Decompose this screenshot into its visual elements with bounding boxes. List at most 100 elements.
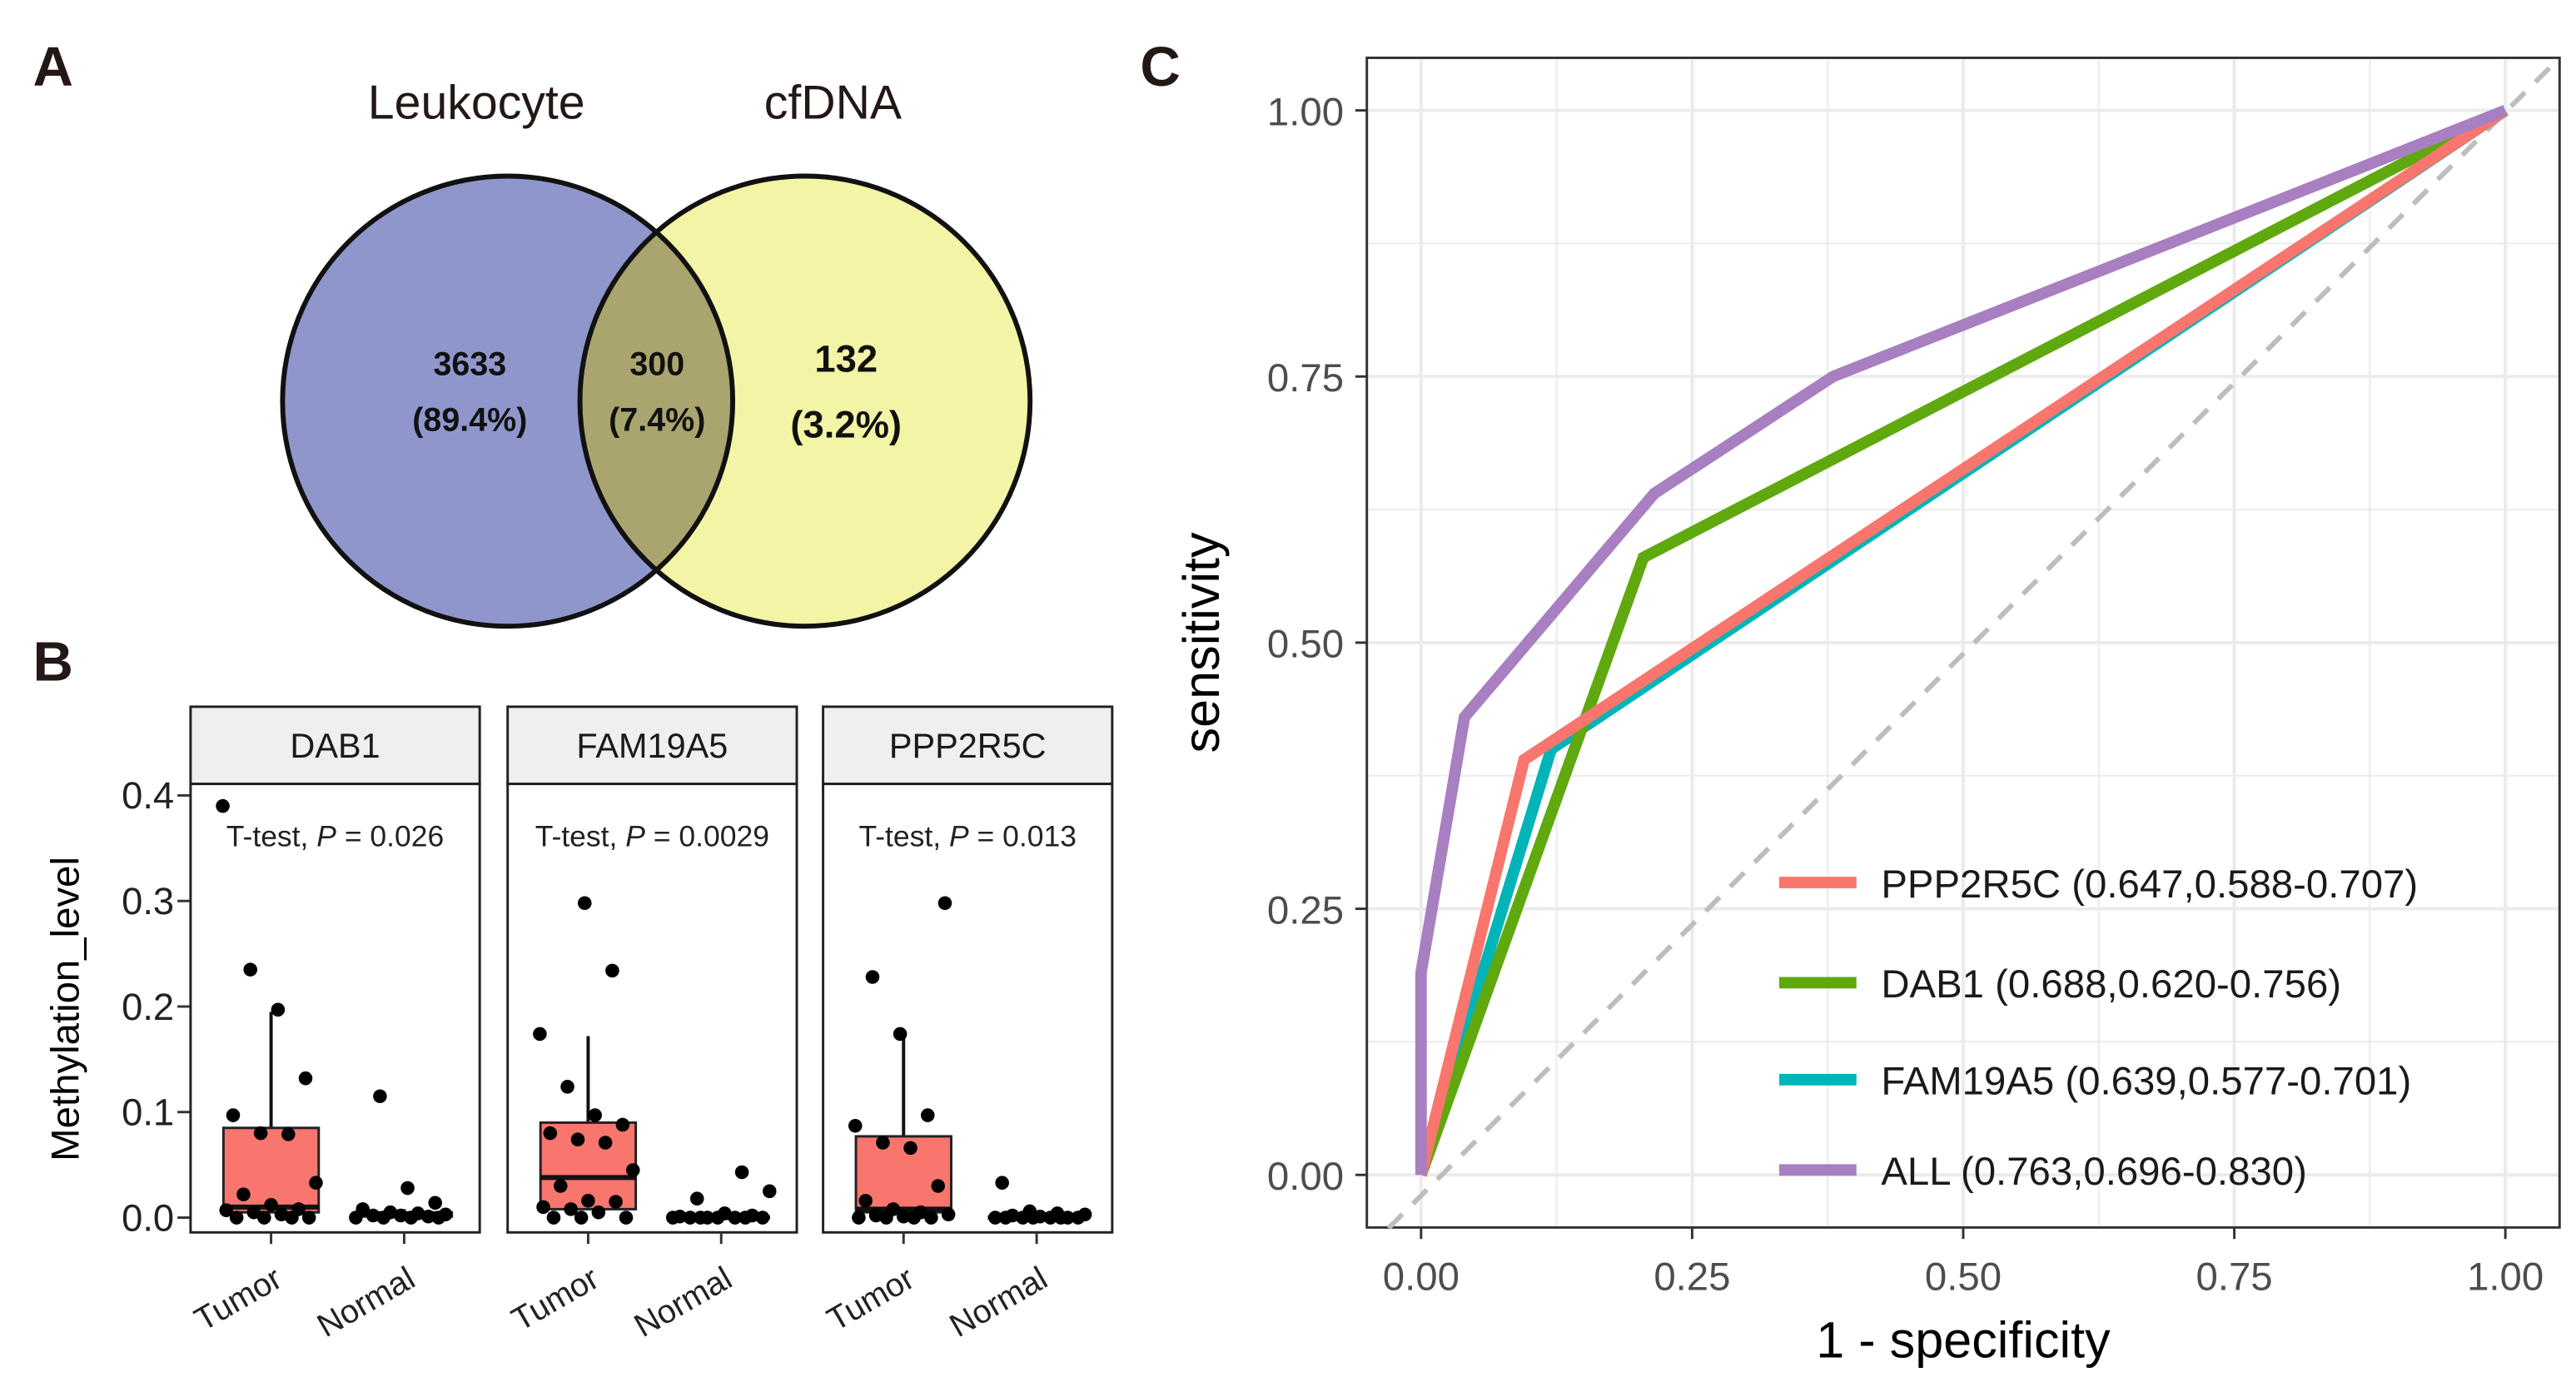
data-point <box>553 1179 568 1193</box>
roc-panel: 0.00 0.25 0.50 0.75 1.00 0.00 0.25 0.50 0.75 1.00… <box>1267 56 2561 1299</box>
data-point <box>868 1208 883 1223</box>
x-tick-label: Tumor <box>188 1260 287 1338</box>
venn-title-cfdna: cfDNA <box>764 76 903 129</box>
data-point <box>1043 1211 1057 1225</box>
data-point <box>570 1132 585 1147</box>
data-point <box>564 1202 578 1216</box>
box <box>539 1121 638 1211</box>
y-tick-label: 0.1 <box>122 1091 174 1134</box>
data-point <box>896 1209 911 1224</box>
roc-curve-dab1 <box>1415 105 2509 1177</box>
facet-title: PPP2R5C <box>889 726 1047 765</box>
data-point <box>893 1027 908 1042</box>
data-point <box>609 1195 623 1209</box>
data-point <box>577 896 592 911</box>
data-point <box>937 896 952 911</box>
p-value-annotation: T-test, P = 0.026 <box>226 820 444 853</box>
data-point <box>309 1176 323 1190</box>
data-point <box>236 1187 251 1201</box>
p-symbol: P <box>949 820 969 853</box>
x-tick-label: 0.25 <box>1654 1255 1730 1299</box>
facet-strip <box>189 705 481 786</box>
venn-diagram: Leukocyte cfDNA 3633 (89.4%) 300 (7.4%) … <box>280 76 1033 629</box>
y-tick-label: 0.0 <box>122 1196 174 1239</box>
x-tick-label: 0.50 <box>1925 1255 2002 1299</box>
data-point <box>1026 1211 1041 1225</box>
roc-curve-all <box>1415 105 2508 1176</box>
panel-label-c: C <box>1140 36 1180 98</box>
data-point <box>734 1165 749 1180</box>
data-point <box>243 962 258 977</box>
data-point <box>1053 1211 1068 1225</box>
data-point <box>988 1211 1002 1225</box>
data-point <box>998 1211 1013 1225</box>
facet-title: FAM19A5 <box>576 726 728 765</box>
data-point <box>924 1211 938 1225</box>
y-tick-label: 1.00 <box>1267 90 1344 134</box>
data-point <box>373 1089 387 1104</box>
data-point <box>533 1027 547 1042</box>
venn-outline-right <box>577 173 1033 629</box>
data-point <box>689 1191 704 1206</box>
roc-curve-ppp2r5c <box>1415 105 2509 1176</box>
p-value-annotation: T-test, P = 0.0029 <box>535 820 769 853</box>
facet-strip <box>822 705 1114 786</box>
data-point <box>366 1208 380 1223</box>
data-point <box>865 970 880 984</box>
data-point <box>253 1126 268 1141</box>
data-point <box>246 1205 261 1220</box>
x-tick-label: Tumor <box>821 1260 920 1338</box>
data-point <box>301 1211 316 1225</box>
data-point <box>421 1209 435 1224</box>
y-tick-label: 0.50 <box>1267 623 1344 667</box>
x-tick-label: 1.00 <box>2467 1255 2544 1299</box>
data-point <box>1071 1211 1086 1225</box>
data-point <box>226 1108 241 1122</box>
data-point <box>285 1211 299 1225</box>
data-point <box>349 1211 363 1225</box>
data-point <box>755 1211 770 1225</box>
p-symbol: P <box>316 820 336 853</box>
y-tick-label: 0.00 <box>1267 1155 1344 1199</box>
data-point <box>876 1136 890 1150</box>
venn-pct-overlap: (7.4%) <box>609 401 705 438</box>
test-name: T-test, <box>535 820 626 853</box>
y-tick-label: 0.3 <box>122 880 174 922</box>
data-point <box>281 1127 296 1141</box>
data-point <box>257 1211 271 1225</box>
venn-count-leukocyte: 3633 <box>433 346 506 382</box>
facet-title: DAB1 <box>290 726 380 765</box>
y-tick-label: 0.2 <box>122 986 174 1028</box>
y-tick-label: 0.4 <box>122 774 174 817</box>
data-point <box>574 1211 589 1225</box>
data-point <box>903 1141 918 1156</box>
venn-outline-left <box>280 173 736 629</box>
test-name: T-test, <box>858 820 949 853</box>
data-point <box>615 1117 630 1132</box>
data-point <box>428 1196 442 1211</box>
data-point <box>581 1193 595 1208</box>
venn-count-overlap: 300 <box>629 346 684 382</box>
data-point <box>376 1211 390 1225</box>
data-point <box>683 1211 698 1225</box>
data-point <box>694 1211 708 1225</box>
p-value-annotation: T-test, P = 0.013 <box>858 820 1076 853</box>
data-point <box>271 1002 286 1017</box>
data-point <box>920 1108 935 1122</box>
y-tick-label: 0.25 <box>1267 888 1344 932</box>
p-value: = 0.013 <box>969 820 1077 853</box>
data-point <box>605 963 619 978</box>
data-point <box>728 1211 743 1225</box>
p-value: = 0.026 <box>336 820 444 853</box>
venn-pct-cfdna: (3.2%) <box>790 403 902 445</box>
boxplot-panel: Methylation_level 0.0 0.1 0.2 0.3 0.4 DAB1 T-t… <box>44 705 1114 1345</box>
test-name: T-test, <box>226 820 317 853</box>
legend-label: ALL (0.763,0.696-0.830) <box>1881 1150 2307 1194</box>
data-point <box>852 1211 866 1225</box>
data-point <box>588 1108 602 1122</box>
panel-label-a: A <box>32 36 72 98</box>
roc-x-label: 1 - specificity <box>1816 1311 2111 1368</box>
data-point <box>274 1207 289 1222</box>
data-point <box>995 1176 1009 1190</box>
